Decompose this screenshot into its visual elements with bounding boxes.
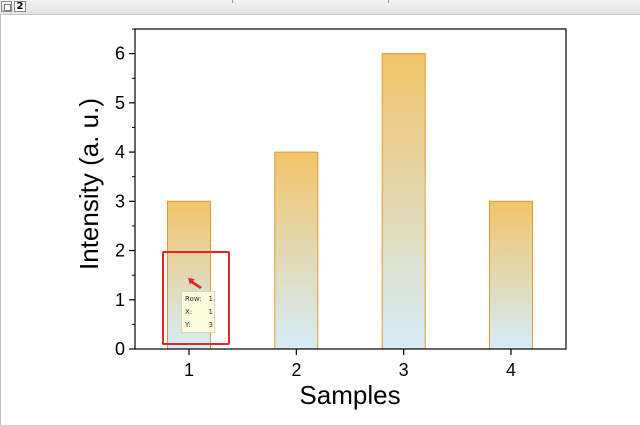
- tooltip-x-row: X: 1: [185, 308, 213, 317]
- highlight-annotation-box: [162, 251, 230, 345]
- x-axis-title: Samples: [299, 380, 400, 410]
- x-tick-label: 2: [291, 360, 301, 380]
- bar-sample-2[interactable]: [274, 151, 319, 350]
- bar-sample-3[interactable]: [381, 53, 426, 350]
- titlebar-divider: [232, 0, 233, 3]
- tooltip-row-label: Row:: [185, 295, 202, 303]
- y-axis: 0 1 2 3 4 5 6: [115, 28, 135, 359]
- y-axis-title: Intensity (a. u.): [74, 98, 104, 270]
- plot-frame: [134, 28, 567, 350]
- tooltip-y-value: 3: [208, 321, 213, 329]
- x-tick-label: 4: [506, 360, 516, 380]
- y-tick-label: 5: [115, 93, 125, 113]
- y-tick-label: 1: [115, 290, 125, 310]
- tooltip-x-value: 1: [208, 308, 213, 316]
- x-axis: 1 2 3 4: [184, 349, 516, 380]
- y-tick-label: 2: [115, 241, 125, 261]
- window-icon[interactable]: [1, 1, 12, 12]
- tooltip-row-row: Row: 1: [185, 295, 213, 304]
- window-titlebar: 2: [0, 0, 640, 15]
- y-tick-label: 0: [115, 339, 125, 359]
- tooltip-y-row: Y: 3: [185, 321, 213, 330]
- titlebar-divider: [388, 0, 389, 3]
- y-tick-label: 6: [115, 44, 125, 64]
- tooltip-y-label: Y:: [185, 321, 191, 329]
- window-tab-number[interactable]: 2: [14, 1, 26, 12]
- bar-sample-4[interactable]: [489, 200, 533, 350]
- red-arrow-icon: [188, 278, 202, 289]
- y-tick-label: 3: [115, 191, 125, 211]
- window-left-border: [0, 14, 1, 425]
- x-tick-label: 3: [399, 360, 409, 380]
- tooltip-x-label: X:: [185, 308, 193, 316]
- x-tick-label: 1: [184, 360, 194, 380]
- y-tick-label: 4: [115, 142, 125, 162]
- tooltip-row-value: 1: [208, 295, 213, 303]
- data-tooltip: Row: 1 X: 1 Y: 3: [181, 291, 215, 333]
